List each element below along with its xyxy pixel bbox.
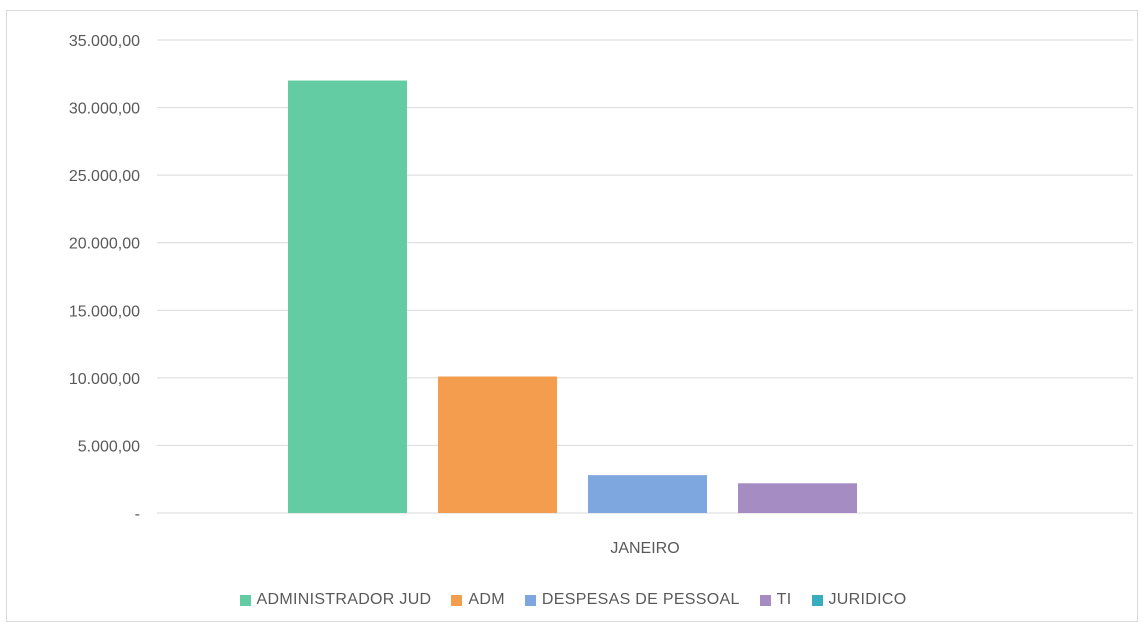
bar-despesas-de-pessoal: [588, 475, 707, 513]
y-tick-label: 5.000,00: [78, 438, 140, 455]
legend: ADMINISTRADOR JUD ADM DESPESAS DE PESSOAL T…: [0, 588, 1146, 612]
y-tick-label: -: [135, 506, 140, 523]
y-tick-label: 35.000,00: [69, 33, 140, 50]
legend-swatch: [759, 594, 771, 606]
legend-label: TI: [776, 591, 792, 608]
bar-ti: [738, 483, 857, 513]
chart-frame: [6, 10, 1138, 622]
legend-item: JURIDICO: [811, 591, 907, 609]
bar-administrador-jud: [288, 80, 407, 514]
bars: [288, 80, 857, 514]
y-tick-label: 15.000,00: [69, 303, 140, 320]
bar-adm: [438, 376, 557, 513]
legend-item: DESPESAS DE PESSOAL: [524, 591, 740, 609]
y-tick-label: 20.000,00: [69, 236, 140, 253]
legend-item: TI: [759, 591, 792, 609]
legend-swatch: [524, 594, 536, 606]
bar-chart: - 5.000,00 10.000,00 15.000,00 20.000,00 25.0…: [69, 33, 1133, 557]
y-tick-label: 30.000,00: [69, 101, 140, 118]
legend-label: DESPESAS DE PESSOAL: [541, 591, 740, 608]
y-tick-label: 10.000,00: [69, 371, 140, 388]
legend-label: JURIDICO: [828, 591, 907, 608]
y-axis-ticks: - 5.000,00 10.000,00 15.000,00 20.000,00 25.0…: [69, 33, 140, 523]
legend-item: ADMINISTRADOR JUD: [239, 591, 432, 609]
legend-label: ADM: [468, 591, 505, 608]
y-tick-label: 25.000,00: [69, 168, 140, 185]
legend-swatch: [239, 594, 251, 606]
legend-item: ADM: [451, 591, 505, 609]
legend-swatch: [811, 594, 823, 606]
legend-swatch: [451, 594, 463, 606]
category-labels: JANEIRO: [610, 540, 679, 557]
legend-label: ADMINISTRADOR JUD: [256, 591, 432, 608]
x-category-label: JANEIRO: [610, 540, 679, 557]
